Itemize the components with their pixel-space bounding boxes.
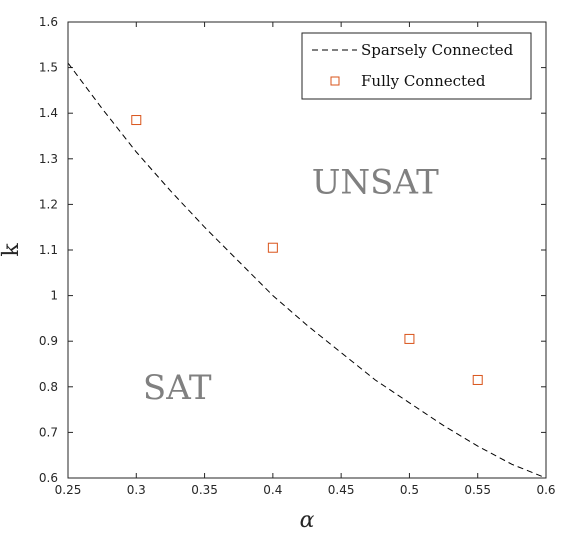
y-tick-label: 0.6: [39, 471, 58, 485]
y-tick-label: 1.1: [39, 243, 58, 257]
x-tick-label: 0.55: [464, 483, 491, 497]
x-tick-label: 0.3: [127, 483, 146, 497]
data-point-fully-connected: [267, 242, 278, 253]
x-tick-label: 0.25: [55, 483, 82, 497]
x-tick-label: 0.35: [191, 483, 218, 497]
data-point-fully-connected: [472, 374, 483, 385]
unsat-region-label: UNSAT: [312, 163, 439, 203]
markers-layer: [131, 115, 483, 385]
legend-label-fully-connected: Fully Connected: [361, 72, 486, 90]
legend-label-sparsely-connected: Sparsely Connected: [361, 41, 514, 59]
x-axis-label: α: [300, 508, 315, 533]
curve-layer: [67, 62, 547, 479]
axis-ticks: 0.25 0.3 0.35 0.4 0.45 0.5 0.55 0.6 0.6 0.7 0.8 0.9…: [39, 15, 556, 497]
x-tick-label: 0.45: [328, 483, 355, 497]
legend-box: [301, 32, 532, 100]
x-tick-label: 0.4: [263, 483, 282, 497]
y-tick-label: 1.6: [39, 15, 58, 29]
y-tick-label: 0.7: [39, 425, 58, 439]
y-tick-label: 0.9: [39, 334, 58, 348]
y-tick-label: 0.8: [39, 380, 58, 394]
sat-region-label: SAT: [143, 368, 212, 408]
x-tick-label: 0.6: [536, 483, 555, 497]
data-point-fully-connected: [404, 333, 415, 344]
plot-area-frame: [67, 21, 547, 479]
legend: Sparsely Connected Fully Connected: [301, 32, 532, 100]
x-tick-label: 0.5: [400, 483, 419, 497]
y-axis-label: k: [0, 243, 24, 257]
data-point-fully-connected: [131, 115, 142, 126]
y-tick-label: 1.2: [39, 197, 58, 211]
y-tick-label: 1.5: [39, 61, 58, 75]
legend-swatch-fully-connected: [330, 76, 340, 86]
y-tick-label: 1.3: [39, 152, 58, 166]
y-tick-label: 1: [50, 289, 58, 303]
y-tick-label: 1.4: [39, 106, 58, 120]
series-line-sparsely-connected: [67, 62, 547, 479]
